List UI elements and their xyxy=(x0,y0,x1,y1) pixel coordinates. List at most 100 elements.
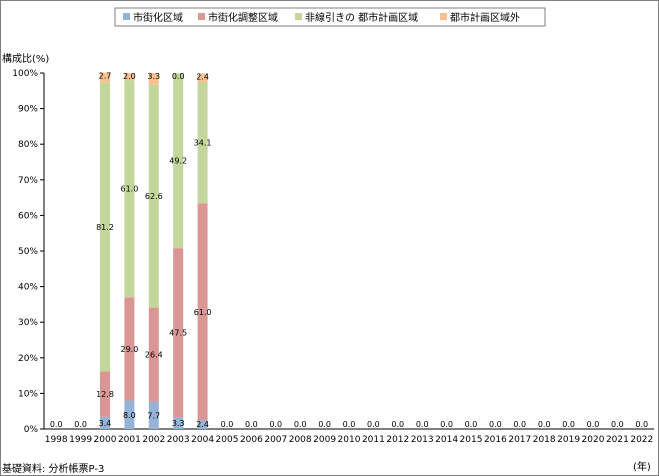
bar-segment xyxy=(100,82,110,372)
bar-segment xyxy=(124,73,135,81)
x-tick-label: 2017 xyxy=(508,435,531,445)
data-label: 34.1 xyxy=(194,139,212,148)
bar-segment xyxy=(124,400,135,429)
data-label: 12.8 xyxy=(96,390,114,399)
y-tick-label: 80% xyxy=(18,140,38,150)
data-label: 0.0 xyxy=(538,420,551,429)
x-tick-label: 2000 xyxy=(94,435,117,445)
x-tick-label: 2020 xyxy=(582,435,605,445)
data-label: 0.0 xyxy=(318,420,331,429)
data-label: 2.4 xyxy=(196,420,209,429)
x-tick-label: 2019 xyxy=(557,435,580,445)
data-label: 0.0 xyxy=(221,420,234,429)
data-label: 0.0 xyxy=(465,420,478,429)
bar-segment xyxy=(100,371,110,417)
x-tick-label: 2013 xyxy=(411,435,434,445)
data-label: 8.0 xyxy=(123,411,136,420)
x-tick-label: 2003 xyxy=(167,435,190,445)
bar-segment xyxy=(148,73,159,85)
y-tick-label: 10% xyxy=(18,389,38,399)
y-tick-label: 90% xyxy=(18,105,38,115)
data-label: 0.0 xyxy=(513,420,526,429)
x-tick-label: 2007 xyxy=(264,435,287,445)
bar-segment xyxy=(173,248,184,418)
data-label: 0.0 xyxy=(367,420,380,429)
data-label: 0.0 xyxy=(587,420,600,429)
data-label: 62.6 xyxy=(145,192,163,201)
data-label: 0.0 xyxy=(269,420,282,429)
data-label: 3.3 xyxy=(172,419,185,428)
x-axis-title: (年) xyxy=(633,460,651,473)
y-tick-label: 100% xyxy=(12,69,38,79)
source-note: 基礎資料: 分析帳票P-3 xyxy=(2,462,104,475)
x-tick-label: 2014 xyxy=(435,435,458,445)
legend-label: 市街化調整区域 xyxy=(208,11,278,24)
data-label: 0.0 xyxy=(635,420,648,429)
x-tick-label: 2012 xyxy=(386,435,409,445)
data-label: 0.0 xyxy=(440,420,453,429)
data-label: 2.7 xyxy=(99,72,112,81)
legend: 市街化区域 市街化調整区域 非線引きの 都市計画区域 都市計画区域外 xyxy=(114,7,546,27)
x-tick-label: 2015 xyxy=(460,435,483,445)
x-tick-label: 2021 xyxy=(606,435,629,445)
x-tick-label: 2011 xyxy=(362,435,385,445)
y-tick-label: 0% xyxy=(24,425,39,435)
data-label: 2.0 xyxy=(123,72,136,81)
data-label: 0.0 xyxy=(611,420,624,429)
x-tick-label: 2022 xyxy=(630,435,653,445)
x-tick-label: 1998 xyxy=(45,435,68,445)
data-label: 0.0 xyxy=(245,420,258,429)
legend-label: 市街化区域 xyxy=(133,11,183,24)
legend-box xyxy=(114,7,546,27)
x-tick-label: 2001 xyxy=(118,435,141,445)
x-tick-label: 2016 xyxy=(484,435,507,445)
data-label: 2.4 xyxy=(196,72,209,81)
data-label: 3.3 xyxy=(147,72,160,81)
bar-segment xyxy=(148,401,159,429)
plot-area: 0% 10% 20% 30% 40% 50% 60% 70% 80% 90% 100% 0.0 1998… xyxy=(12,69,654,445)
y-axis-title: 構成比(%) xyxy=(2,52,49,65)
x-tick-label: 2018 xyxy=(533,435,556,445)
data-label: 0.0 xyxy=(172,72,185,81)
legend-swatch xyxy=(123,13,130,20)
data-label: 0.0 xyxy=(562,420,575,429)
data-label: 0.0 xyxy=(74,420,87,429)
x-tick-label: 2009 xyxy=(313,435,336,445)
x-tick-label: 2005 xyxy=(216,435,239,445)
y-tick-label: 60% xyxy=(18,211,38,221)
bar-segment xyxy=(100,416,110,429)
bar-segment xyxy=(100,72,110,83)
y-tick-label: 30% xyxy=(18,318,38,328)
bar-segment xyxy=(173,73,184,249)
x-tick-label: 2006 xyxy=(240,435,263,445)
legend-label: 都市計画区域外 xyxy=(450,11,520,24)
bar-segment xyxy=(173,417,184,429)
data-label: 0.0 xyxy=(294,420,307,429)
data-label: 0.0 xyxy=(416,420,429,429)
legend-swatch xyxy=(440,13,447,20)
x-tick-label: 2008 xyxy=(289,435,312,445)
data-label: 7.7 xyxy=(147,411,160,420)
bar-segment xyxy=(124,80,135,298)
bar-segment xyxy=(197,420,208,429)
x-tick-label: 2002 xyxy=(142,435,165,445)
x-tick-label: 1999 xyxy=(69,435,92,445)
data-label: 29.0 xyxy=(120,345,138,354)
y-tick-label: 20% xyxy=(18,354,38,364)
data-label: 61.0 xyxy=(194,308,212,317)
data-label: 61.0 xyxy=(120,185,138,194)
x-tick-label: 2010 xyxy=(338,435,361,445)
legend-label: 非線引きの 都市計画区域 xyxy=(305,11,418,24)
legend-swatch xyxy=(198,13,205,20)
data-label: 3.4 xyxy=(99,419,112,428)
bar-segment xyxy=(197,81,208,204)
bar-segment xyxy=(197,73,208,82)
x-tick-label: 2004 xyxy=(191,435,214,445)
data-label: 26.4 xyxy=(145,351,163,360)
data-label: 49.2 xyxy=(169,157,187,166)
bar-segment xyxy=(124,297,135,401)
data-label: 0.0 xyxy=(343,420,356,429)
data-label: 0.0 xyxy=(391,420,404,429)
y-tick-label: 70% xyxy=(18,176,38,186)
